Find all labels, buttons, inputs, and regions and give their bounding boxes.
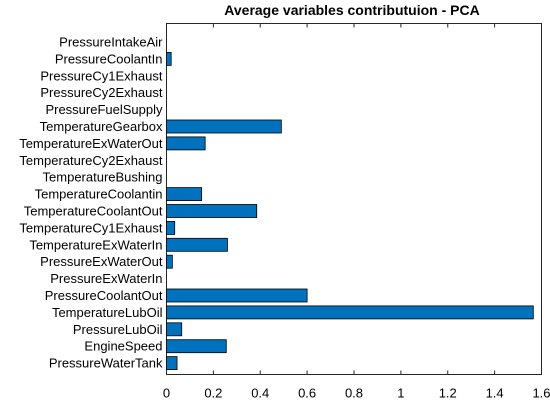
- bar: [166, 322, 183, 337]
- y-tick-label: TemperatureExWaterIn: [29, 237, 162, 252]
- bar: [166, 187, 203, 202]
- x-tick-label: 0.8: [345, 386, 363, 401]
- y-tick-label: PressureIntakeAir: [59, 35, 163, 50]
- y-tick-label: PressureCy1Exhaust: [40, 68, 162, 83]
- chart-title: Average variables contributuion - PCA: [224, 2, 479, 18]
- y-tick-label: PressureCoolantOut: [45, 288, 163, 303]
- y-tick-label: PressureCoolantIn: [55, 51, 163, 66]
- y-tick-label: PressureExWaterIn: [50, 271, 162, 286]
- x-tick-label: 0.2: [204, 386, 222, 401]
- x-tick-label: 0.4: [251, 386, 269, 401]
- bar: [166, 220, 176, 235]
- bar: [166, 119, 282, 134]
- y-tick-label: TemperatureCoolantin: [35, 187, 163, 202]
- y-tick-label: TemperatureGearbox: [40, 119, 163, 134]
- plot-area-box: [166, 23, 542, 375]
- y-tick-label: EngineSpeed: [84, 339, 162, 354]
- bar: [166, 339, 227, 354]
- x-tick-label: 0: [163, 386, 170, 401]
- y-tick-label: TemperatureBushing: [43, 170, 163, 185]
- bar: [166, 305, 534, 320]
- y-tick-label: TemperatureLubOil: [52, 305, 163, 320]
- x-tick-label: 1.6: [532, 386, 550, 401]
- x-axis: 0 0.2 0.4 0.6 0.8 1 1.2 1.4 1.6: [163, 23, 550, 401]
- x-tick-label: 1.2: [439, 386, 457, 401]
- bars-group: [166, 52, 534, 371]
- x-tick-label: 1: [397, 386, 404, 401]
- y-tick-label: PressureCy2Exhaust: [40, 85, 162, 100]
- bar: [166, 204, 258, 218]
- y-tick-label: TemperatureCy1Exhaust: [19, 220, 162, 235]
- y-tick-label: TemperatureExWaterOut: [19, 136, 163, 151]
- x-tick-label: 0.6: [298, 386, 316, 401]
- y-tick-label: TemperatureCy2Exhaust: [19, 153, 162, 168]
- y-tick-label: PressureExWaterOut: [40, 254, 163, 269]
- bar: [166, 136, 206, 151]
- bar: [166, 237, 228, 252]
- x-tick-label: 1.4: [486, 386, 504, 401]
- bar: [166, 288, 308, 303]
- bar: [166, 356, 178, 371]
- y-tick-label: PressureWaterTank: [49, 356, 163, 371]
- y-tick-label: PressureFuelSupply: [45, 102, 163, 117]
- bar: [166, 254, 173, 269]
- y-tick-label: TemperatureCoolantOut: [24, 204, 163, 219]
- y-tick-label: PressureLubOil: [73, 322, 163, 337]
- bar: [166, 52, 172, 66]
